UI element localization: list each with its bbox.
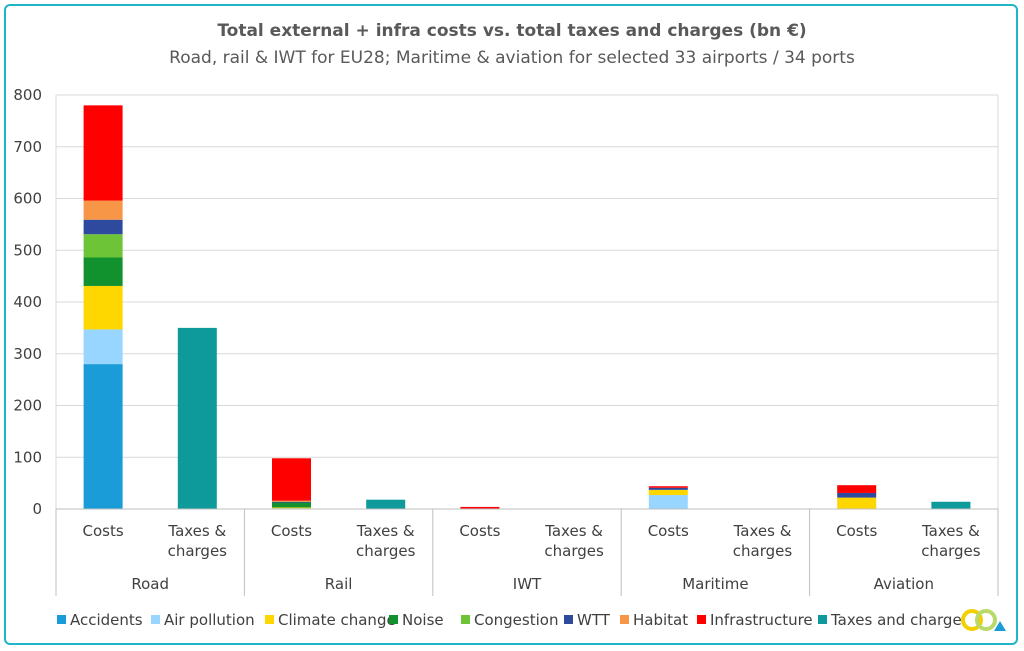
bar-segment-noise: [272, 502, 311, 508]
x-group-label: Maritime: [682, 575, 748, 593]
x-tick-label-taxes: Taxes &: [356, 522, 415, 540]
y-tick-label: 400: [13, 293, 42, 311]
legend-label: Infrastructure: [710, 611, 813, 629]
bar-segment-accidents: [83, 364, 123, 509]
y-tick-label: 800: [13, 86, 42, 104]
x-tick-label-charges: charges: [544, 542, 604, 560]
bar-segment-air-pollution: [272, 507, 311, 509]
x-tick-label-costs: Costs: [836, 522, 877, 540]
legend-swatch: [461, 615, 470, 624]
bar-segment-infrastructure: [837, 485, 877, 493]
x-tick-label-costs: Costs: [271, 522, 312, 540]
legend-label: Noise: [402, 611, 444, 629]
legend-label: Accidents: [70, 611, 143, 629]
legend-swatch: [818, 615, 827, 624]
bar-segment-air-pollution: [83, 329, 123, 365]
bar-segment-taxes-and-charges: [931, 501, 971, 509]
bar-segment-wtt: [648, 487, 688, 490]
legend-swatch: [265, 615, 274, 624]
bars: [83, 105, 971, 510]
bar-segment-habitat: [272, 500, 311, 502]
legend: Accidents Air pollution Climate change Nois…: [57, 611, 962, 629]
bar-segment-air-pollution: [648, 495, 688, 509]
bar-segment-wtt: [83, 219, 123, 235]
bar-segment-taxes-and-charges: [366, 499, 406, 509]
x-axis: Costs Taxes & charges Road Costs Taxes & charg…: [55, 508, 999, 596]
legend-swatch: [564, 615, 573, 624]
legend-label: Taxes and charge: [830, 611, 962, 629]
y-tick-label: 700: [13, 138, 42, 156]
x-tick-label-costs: Costs: [83, 522, 124, 540]
bar-segment-taxes-and-charges: [177, 327, 217, 509]
legend-swatch: [389, 615, 398, 624]
bar-segment-wtt: [837, 492, 877, 498]
x-group-label: Aviation: [874, 575, 934, 593]
x-tick-label-taxes: Taxes &: [733, 522, 792, 540]
legend-label: WTT: [577, 611, 611, 629]
chart-subtitle: Road, rail & IWT for EU28; Maritime & av…: [169, 48, 855, 68]
y-tick-label: 200: [13, 397, 42, 415]
bar-segment-noise: [83, 257, 123, 286]
bar-segment-infrastructure: [83, 105, 123, 201]
logo-icon: [961, 609, 1006, 631]
x-tick-label-costs: Costs: [648, 522, 689, 540]
bar-segment-climate-change: [83, 285, 123, 330]
legend-swatch: [151, 615, 160, 624]
legend-swatch: [697, 615, 706, 624]
bar-segment-infrastructure: [648, 486, 688, 488]
x-tick-label-taxes: Taxes &: [544, 522, 603, 540]
y-tick-label: 100: [13, 448, 42, 466]
legend-label: Habitat: [633, 611, 688, 629]
legend-label: Air pollution: [164, 611, 255, 629]
bar-segment-infrastructure: [460, 506, 500, 509]
y-tick-label: 0: [32, 500, 42, 518]
legend-label: Congestion: [474, 611, 558, 629]
x-group-label: Rail: [325, 575, 353, 593]
y-axis-ticks: 0 100 200 300 400 500 600 700 800: [13, 86, 42, 518]
x-tick-label-taxes: Taxes &: [167, 522, 226, 540]
chart-frame: [4, 4, 1018, 645]
chart-title: Total external + infra costs vs. total t…: [217, 21, 806, 41]
bar-segment-congestion: [83, 234, 123, 258]
y-tick-label: 300: [13, 345, 42, 363]
x-tick-label-charges: charges: [168, 542, 228, 560]
x-tick-label-charges: charges: [921, 542, 981, 560]
bar-segment-climate-change: [272, 507, 311, 509]
legend-swatch: [620, 615, 629, 624]
x-tick-label-charges: charges: [356, 542, 416, 560]
bar-segment-climate-change: [648, 489, 688, 496]
x-group-label: IWT: [513, 575, 542, 593]
legend-swatch: [57, 615, 66, 624]
x-tick-label-taxes: Taxes &: [921, 522, 980, 540]
bar-segment-wtt: [272, 501, 311, 503]
x-tick-label-costs: Costs: [459, 522, 500, 540]
bar-segment-infrastructure: [272, 458, 311, 501]
bar-segment-habitat: [83, 200, 123, 220]
bar-segment-climate-change: [837, 497, 877, 509]
x-tick-label-charges: charges: [733, 542, 793, 560]
legend-label: Climate change: [278, 611, 396, 629]
y-tick-label: 600: [13, 190, 42, 208]
y-tick-label: 500: [13, 241, 42, 259]
x-group-label: Road: [131, 575, 169, 593]
